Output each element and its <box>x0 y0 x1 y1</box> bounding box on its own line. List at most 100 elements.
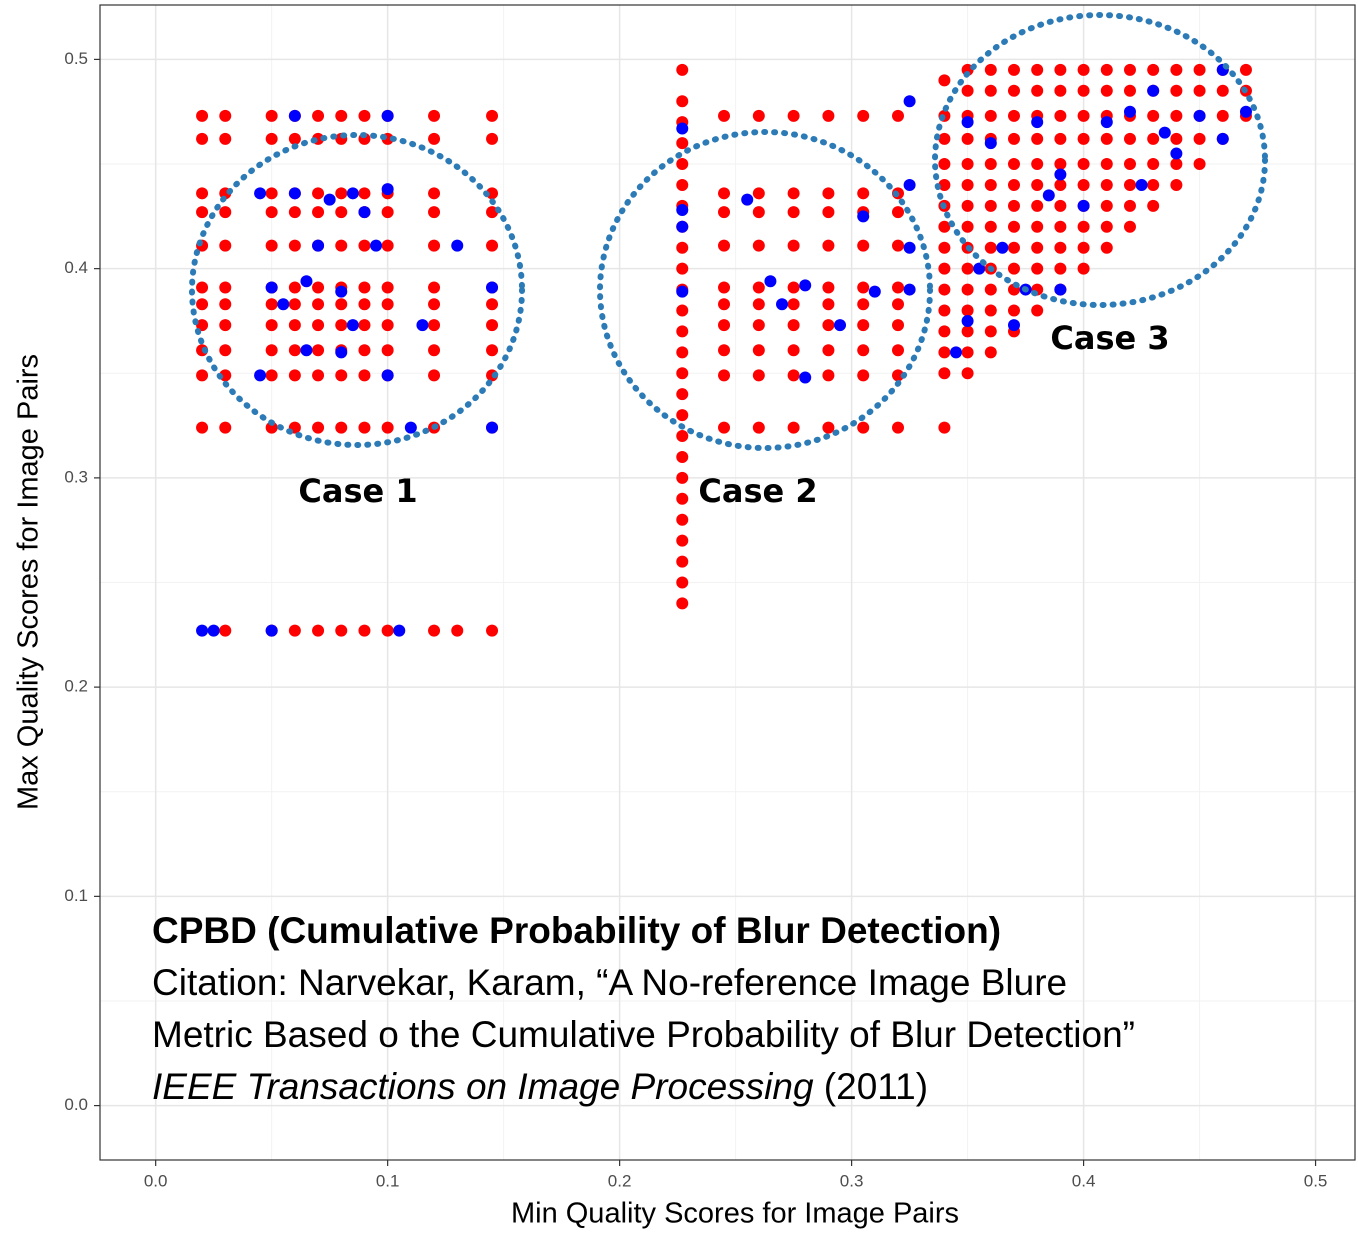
point <box>752 298 765 311</box>
point <box>1031 84 1044 97</box>
point <box>219 298 232 311</box>
x-tick-label: 0.3 <box>840 1171 864 1190</box>
point <box>1239 105 1252 118</box>
point <box>938 346 951 359</box>
point <box>938 132 951 145</box>
point <box>358 421 371 434</box>
point <box>346 319 359 332</box>
point <box>219 319 232 332</box>
point <box>265 239 278 252</box>
point <box>358 624 371 637</box>
point <box>938 367 951 380</box>
point <box>752 281 765 294</box>
y-tick-label: 0.4 <box>64 258 88 277</box>
point <box>1054 178 1067 191</box>
point <box>1147 132 1160 145</box>
point <box>857 281 870 294</box>
case-circle <box>932 12 1268 308</box>
point <box>1216 132 1229 145</box>
point <box>1007 199 1020 212</box>
point <box>404 421 417 434</box>
y-tick-label: 0.5 <box>64 49 88 68</box>
point <box>676 63 689 76</box>
point <box>288 187 301 200</box>
point <box>938 178 951 191</box>
point <box>1007 220 1020 233</box>
point <box>312 319 325 332</box>
point <box>857 210 870 223</box>
point <box>676 576 689 589</box>
point <box>1007 178 1020 191</box>
point <box>903 178 916 191</box>
point <box>996 241 1009 254</box>
point <box>358 319 371 332</box>
case-label: Case 3 <box>1050 319 1169 357</box>
point <box>1170 158 1183 171</box>
point <box>1147 84 1160 97</box>
point <box>1123 105 1136 118</box>
point <box>961 283 974 296</box>
point <box>196 624 209 637</box>
point <box>961 132 974 145</box>
y-axis-title: Max Quality Scores for Image Pairs <box>13 354 45 810</box>
point <box>961 325 974 338</box>
point <box>938 304 951 317</box>
point <box>1031 158 1044 171</box>
point <box>428 344 441 357</box>
point <box>451 624 464 637</box>
point <box>857 369 870 382</box>
point <box>973 262 986 275</box>
point <box>752 344 765 357</box>
point <box>1054 132 1067 145</box>
point <box>822 239 835 252</box>
point <box>1123 220 1136 233</box>
point <box>486 281 499 294</box>
point <box>676 325 689 338</box>
point <box>676 158 689 171</box>
x-tick-label: 0.2 <box>608 1171 632 1190</box>
point <box>961 178 974 191</box>
point <box>312 369 325 382</box>
point <box>752 369 765 382</box>
point <box>196 421 209 434</box>
point <box>857 344 870 357</box>
point <box>196 206 209 219</box>
point <box>822 319 835 332</box>
point <box>393 624 406 637</box>
point <box>1007 63 1020 76</box>
note-year: (2011) <box>814 1066 929 1107</box>
point <box>718 281 731 294</box>
point <box>984 325 997 338</box>
point <box>265 421 278 434</box>
point <box>949 346 962 359</box>
point <box>752 109 765 122</box>
point <box>196 319 209 332</box>
point <box>416 319 429 332</box>
point <box>265 319 278 332</box>
point <box>486 239 499 252</box>
point <box>335 421 348 434</box>
point <box>1077 84 1090 97</box>
point <box>1054 283 1067 296</box>
point <box>1054 262 1067 275</box>
point <box>1100 241 1113 254</box>
point <box>381 109 394 122</box>
point <box>1193 158 1206 171</box>
point <box>358 109 371 122</box>
point <box>676 534 689 547</box>
point <box>1158 126 1171 139</box>
point <box>1077 158 1090 171</box>
point <box>938 158 951 171</box>
x-tick-label: 0.4 <box>1072 1171 1096 1190</box>
point <box>764 275 777 288</box>
point <box>207 624 220 637</box>
point <box>1135 178 1148 191</box>
point <box>834 319 847 332</box>
point <box>676 597 689 610</box>
point <box>1123 199 1136 212</box>
point <box>1147 178 1160 191</box>
point <box>903 241 916 254</box>
point <box>196 298 209 311</box>
point <box>822 109 835 122</box>
point <box>265 369 278 382</box>
